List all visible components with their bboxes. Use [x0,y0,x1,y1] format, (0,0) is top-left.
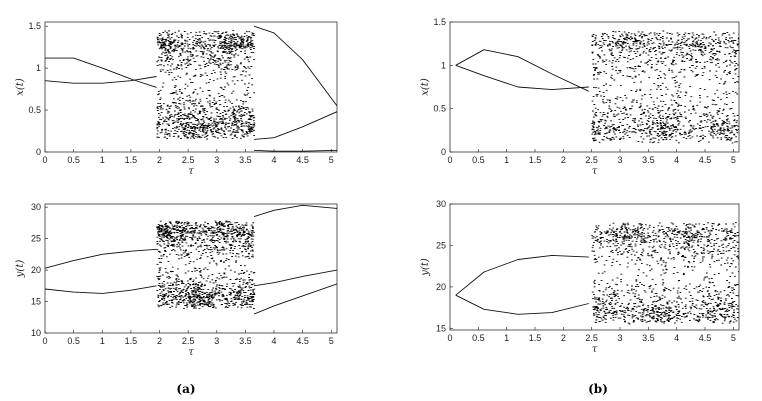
x-tick-label: 2 [157,336,162,346]
x-tick-label: 3 [617,155,622,165]
y-tick-label: 20 [436,282,446,292]
x-tick-label: 0 [42,155,47,165]
x-tick-label: 1.5 [125,155,138,165]
chart-b-top: 0 0.5 1 1.5 2 2.5 3 3.5 4 4.5 5 0 0.5 1 1.5 τ x(t) [420,17,740,177]
x-axis-label: τ [592,166,598,177]
y-tick-label: 25 [31,234,41,244]
x-tick-label: 0.5 [67,155,80,165]
x-tick-label: 0.5 [472,155,485,165]
y-tick-label: 15 [31,297,41,307]
branch-line [45,76,157,84]
x-tick-label: 1.5 [529,333,542,343]
x-tick-label: 5 [329,336,334,346]
branch-line [455,64,589,91]
x-tick-label: 0.5 [67,336,80,346]
x-tick-label: 1.5 [529,155,542,165]
branch-line [45,57,157,88]
x-tick-label: 5 [731,155,736,165]
chart-a-top: 0 0.5 1 1.5 2 2.5 3 3.5 4 4.5 5 0 0.5 1 1.5 τ x(t) [15,21,338,177]
branch-line [455,49,589,92]
y-tick-label: 30 [436,199,446,209]
axes-frame [449,21,740,153]
y-axis-label: x(t) [15,78,26,96]
y-tick-label: 10 [31,328,41,338]
x-tick-label: 2.5 [585,155,598,165]
y-tick-label: 0.5 [433,104,446,114]
x-tick-label: 1 [504,155,509,165]
branch-line [253,111,337,140]
y-axis-label: y(t) [420,258,431,277]
x-tick-label: 3.5 [239,155,252,165]
chaos-points [156,220,256,310]
x-tick-label: 4.5 [699,333,712,343]
x-tick-label: 2 [561,155,566,165]
panel-label-a: (a) [176,382,195,396]
axes-frame [44,21,338,153]
panel-label-b: (b) [588,382,608,396]
x-tick-label: 4.5 [296,336,309,346]
y-tick-label: 0 [36,147,41,157]
y-tick-label: 0.5 [28,105,41,115]
chart-b-bottom: 0 0.5 1 1.5 2 2.5 3 3.5 4 4.5 5 15 20 25 30 τ y(t) [420,199,740,355]
x-tick-label: 0.5 [472,333,485,343]
chaos-points [591,30,739,144]
x-tick-label: 1.5 [125,336,138,346]
x-tick-label: 2.5 [585,333,598,343]
x-tick-label: 4 [674,333,679,343]
x-tick-label: 2 [561,333,566,343]
branch-line [45,248,157,269]
y-axis-label: y(t) [15,260,26,279]
chaos-points [156,30,256,140]
x-tick-label: 1 [100,155,105,165]
x-tick-label: 1 [504,333,509,343]
y-tick-label: 15 [436,323,446,333]
x-axis-label: τ [188,347,194,358]
x-tick-label: 3.5 [642,333,655,343]
x-tick-label: 2.5 [182,155,195,165]
x-tick-label: 5 [731,333,736,343]
x-tick-label: 4 [272,336,277,346]
branch-line [253,25,337,107]
chaos-points [591,222,739,325]
branch-line [253,283,337,315]
branch-line [455,254,589,296]
axes-frame [449,203,740,331]
x-tick-label: 0 [42,336,47,346]
branch-line [253,149,337,152]
x-tick-label: 4.5 [296,155,309,165]
x-tick-label: 4 [674,155,679,165]
y-tick-label: 20 [31,265,41,275]
x-tick-label: 1 [100,336,105,346]
branch-line [455,294,589,315]
y-tick-label: 1.5 [28,21,41,31]
x-tick-label: 4 [272,155,277,165]
x-tick-label: 2 [157,155,162,165]
x-tick-label: 3.5 [239,336,252,346]
x-tick-label: 3 [214,155,219,165]
x-tick-label: 0 [447,155,452,165]
branch-line [45,285,157,294]
y-axis-label: x(t) [420,78,431,96]
x-axis-label: τ [188,166,194,177]
chart-a-bottom: 0 0.5 1 1.5 2 2.5 3 3.5 4 4.5 5 10 15 20 25 30 τ y(t) [15,202,338,358]
x-tick-label: 3 [617,333,622,343]
y-tick-label: 1.5 [433,17,446,27]
branch-line [253,204,337,218]
x-tick-label: 0 [447,333,452,343]
x-tick-label: 5 [329,155,334,165]
y-tick-label: 1 [441,60,446,70]
y-tick-label: 25 [436,240,446,250]
y-tick-label: 30 [31,202,41,212]
y-tick-label: 1 [36,63,41,73]
x-tick-label: 4.5 [699,155,712,165]
axes-frame [44,203,338,334]
x-tick-label: 2.5 [182,336,195,346]
x-axis-label: τ [592,344,598,355]
x-tick-label: 3.5 [642,155,655,165]
x-tick-label: 3 [214,336,219,346]
branch-line [253,269,337,287]
y-tick-label: 0 [441,147,446,157]
